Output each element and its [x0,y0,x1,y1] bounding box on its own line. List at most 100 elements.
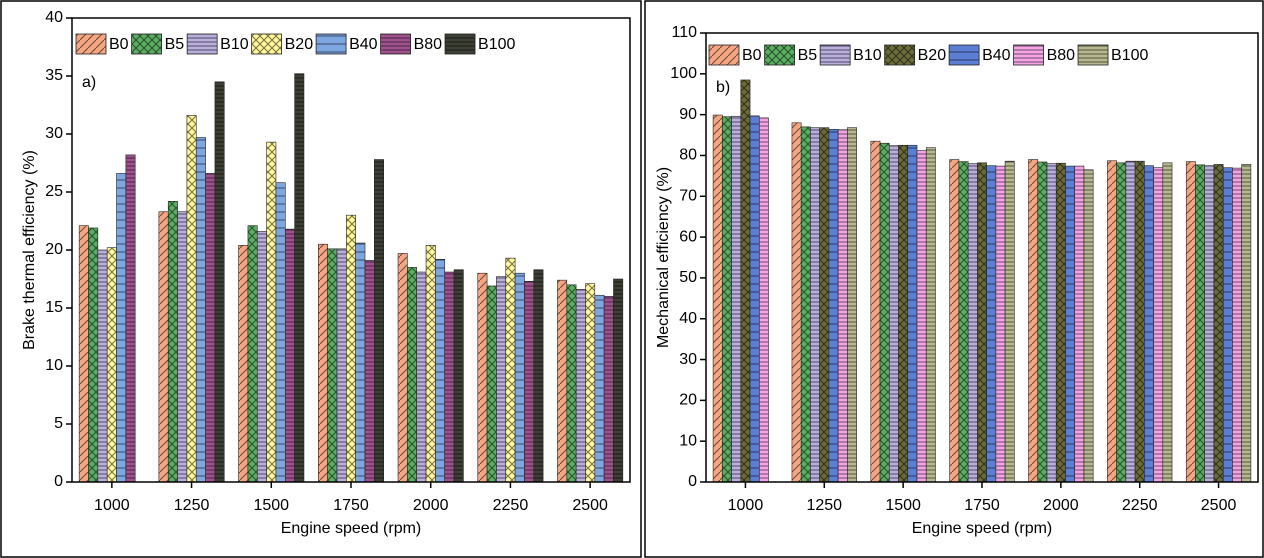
bar [1222,167,1233,483]
bar [505,257,516,483]
bar [205,173,216,483]
bar [594,294,605,483]
x-tick-label: 2500 [572,497,608,514]
x-tick-label: 1250 [806,497,842,514]
bar [888,145,899,483]
y-tick-label: 30 [45,125,63,142]
bar [740,79,751,483]
legend-label: B80 [1047,47,1076,64]
bar [453,269,464,483]
bar [575,289,586,483]
legend-label: B10 [220,36,249,53]
y-tick-label: 0 [54,473,63,490]
legend-swatch [948,44,980,66]
x-tick-label: 2500 [1201,497,1237,514]
bar [407,267,418,483]
x-tick-label: 1750 [333,497,369,514]
bar [585,283,596,483]
y-tick-label: 80 [679,147,697,164]
bar [1037,161,1048,483]
bar [837,129,848,483]
annotation: b) [716,79,730,96]
legend-label: B20 [918,47,947,64]
legend-swatch [1077,44,1109,66]
bar [800,126,811,483]
legend-swatch [75,33,107,55]
bar [238,245,249,483]
bar [435,258,446,483]
bar [524,281,535,483]
bar [416,271,427,483]
x-tick-label: 1250 [174,497,210,514]
y-tick-label: 50 [679,269,697,286]
bar [1153,167,1164,483]
bar [106,247,117,483]
bar [496,276,507,483]
panel-border [0,0,642,558]
bar [1028,159,1039,483]
bar [731,115,742,483]
bar [1185,161,1196,483]
bar [1125,160,1136,483]
plot-frame [71,17,631,483]
legend-swatch [1013,44,1044,66]
bar [1107,160,1117,483]
bar [749,115,760,483]
bar [1004,160,1015,483]
bar [758,117,769,483]
bar [1046,163,1057,483]
legend-label: B5 [165,36,185,53]
bar [195,137,206,483]
panel-border [644,0,1264,558]
bar [986,165,997,483]
legend-swatch [380,33,411,55]
bar [1074,165,1085,483]
legend-label: B40 [349,36,378,53]
bar [1083,169,1094,483]
bar [958,161,969,483]
bar [722,116,732,483]
bar [1232,167,1242,483]
bar [318,243,328,483]
y-tick-label: 35 [45,67,63,84]
legend-label: B10 [853,47,882,64]
x-tick-label: 2250 [493,497,529,514]
bar [533,269,544,483]
legend-label: B100 [1111,47,1148,64]
bar [158,211,169,483]
bar [916,150,927,483]
bar [613,278,624,483]
x-tick-label: 1500 [885,497,921,514]
y-tick-label: 60 [679,228,697,245]
bar [78,225,89,483]
bar [712,114,723,483]
bar [486,285,497,483]
y-tick-label: 90 [679,106,697,123]
legend-swatch [884,44,916,66]
bar [995,165,1006,483]
bar [1134,160,1145,483]
y-tick-label: 30 [679,351,697,368]
bar [870,140,881,483]
bar [1065,165,1076,483]
bar [557,279,568,483]
bar [1213,164,1224,483]
bar [374,159,384,483]
bar [514,272,525,483]
legend-label: B40 [982,47,1011,64]
y-tick-label: 0 [688,473,697,490]
y-tick-label: 20 [679,392,697,409]
legend-swatch [315,33,347,55]
legend-swatch [444,33,476,55]
plot-frame [705,32,1259,483]
y-tick-label: 100 [670,65,697,82]
y-tick-label: 70 [679,187,697,204]
y-tick-label: 10 [679,432,697,449]
bar [364,260,375,483]
y-tick-label: 40 [45,9,63,26]
annotation: a) [82,74,96,91]
bar [1195,164,1206,483]
bar [167,200,178,483]
bar [425,245,436,483]
legend-swatch [819,44,851,66]
